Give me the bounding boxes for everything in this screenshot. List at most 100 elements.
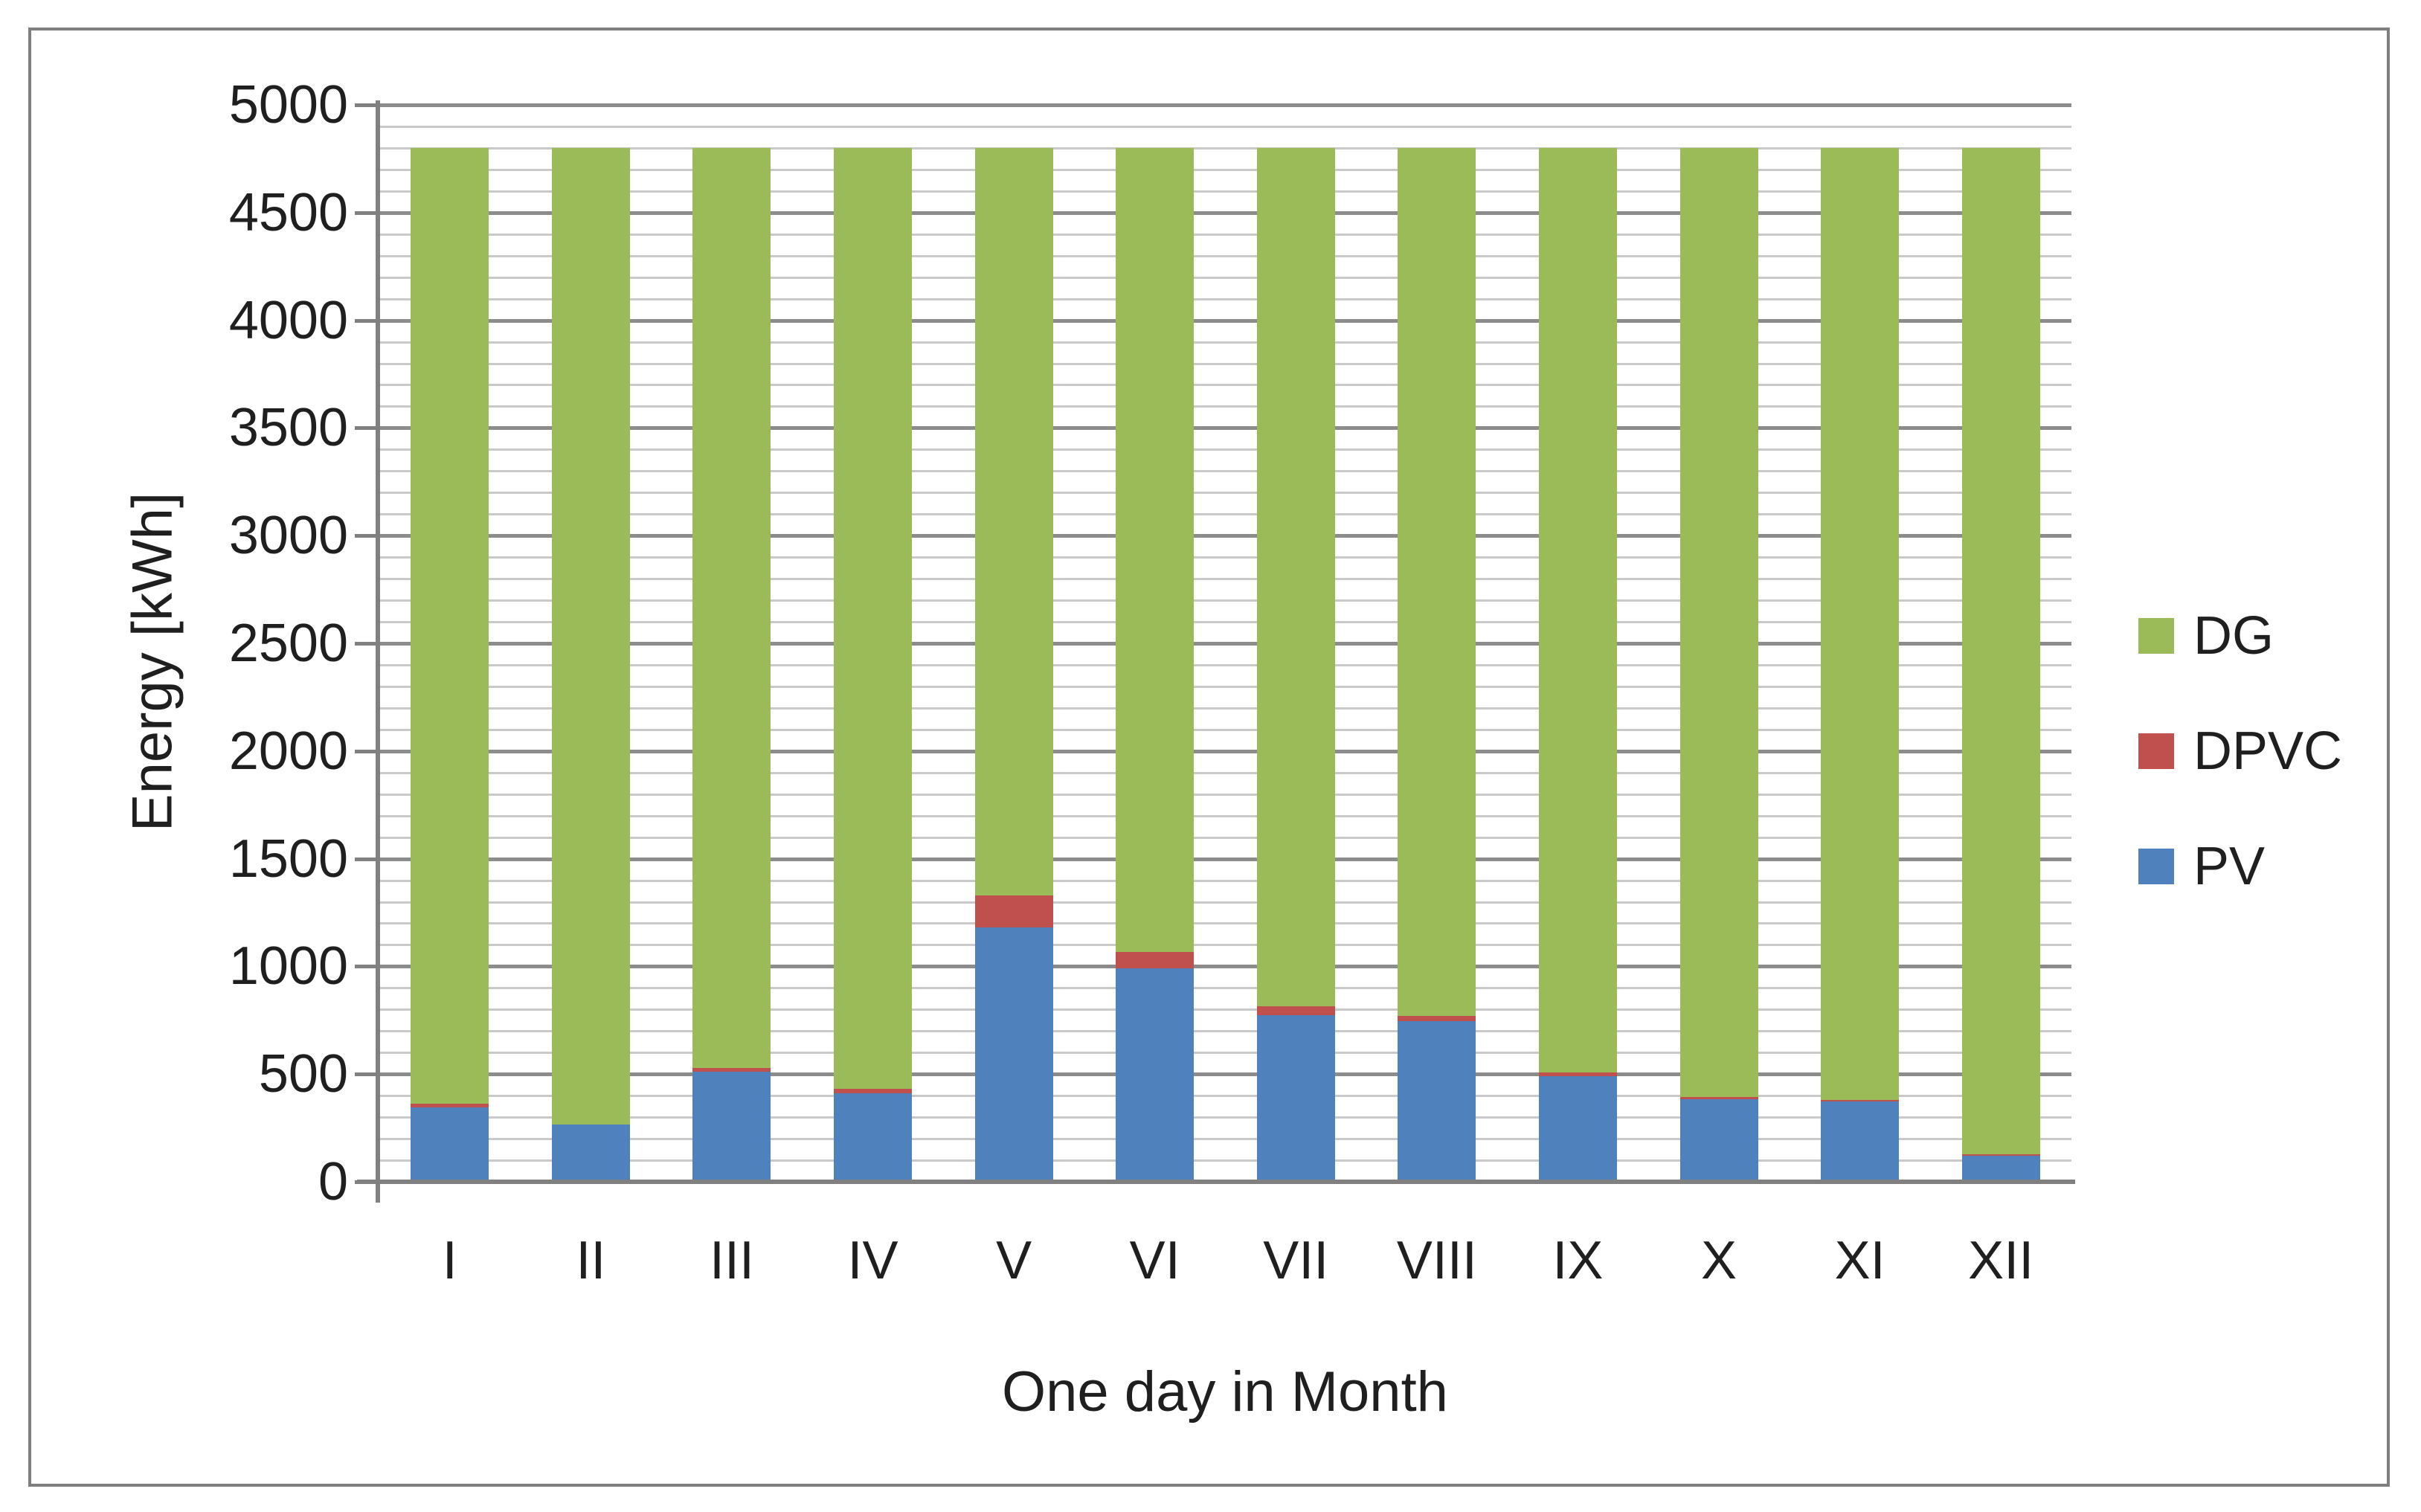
y-axis-tick bbox=[355, 318, 377, 323]
x-category-label-V: V bbox=[996, 1231, 1032, 1290]
x-category-label-II: II bbox=[576, 1231, 606, 1290]
x-category-label-XI: XI bbox=[1834, 1231, 1885, 1290]
gridline-minor bbox=[379, 621, 2071, 624]
y-tick-label: 0 bbox=[318, 1152, 348, 1212]
gridline-minor bbox=[379, 492, 2071, 495]
gridline-minor bbox=[379, 125, 2071, 128]
bar-segment-dpvc bbox=[974, 895, 1053, 927]
bar-stack-month-III bbox=[692, 148, 771, 1182]
x-category-label-IV: IV bbox=[847, 1231, 898, 1290]
gridline-major bbox=[379, 103, 2071, 107]
gridline-minor bbox=[379, 599, 2071, 602]
y-axis-tick bbox=[355, 534, 377, 538]
y-tick-label: 4500 bbox=[228, 182, 348, 242]
gridline-major bbox=[379, 426, 2071, 431]
x-axis-line bbox=[357, 1180, 2075, 1184]
bar-segment-dpvc bbox=[411, 1104, 489, 1107]
bar-segment-dg bbox=[411, 148, 489, 1104]
y-tick-label: 3000 bbox=[228, 506, 348, 566]
gridline-minor bbox=[379, 276, 2071, 279]
gridline-minor bbox=[379, 405, 2071, 408]
bar-stack-month-V bbox=[974, 148, 1053, 1182]
gridline-minor bbox=[379, 362, 2071, 365]
bar-segment-dg bbox=[974, 148, 1053, 895]
bar-segment-dpvc bbox=[1398, 1016, 1476, 1021]
bar-stack-month-X bbox=[1679, 148, 1758, 1182]
bar-segment-pv bbox=[1821, 1101, 1900, 1182]
bar-segment-dpvc bbox=[1116, 952, 1195, 968]
y-axis-tick bbox=[355, 965, 377, 969]
legend-item-pv: PV bbox=[2138, 822, 2265, 911]
legend-swatch-pv bbox=[2138, 849, 2174, 884]
bar-segment-dpvc bbox=[1679, 1097, 1758, 1099]
y-tick-label: 4000 bbox=[228, 290, 348, 350]
y-axis-tick bbox=[355, 103, 377, 107]
gridline-minor bbox=[379, 901, 2071, 904]
bar-stack-month-IX bbox=[1538, 148, 1617, 1182]
bar-segment-pv bbox=[1256, 1015, 1335, 1182]
gridline-minor bbox=[379, 663, 2071, 666]
bar-segment-pv bbox=[1538, 1076, 1617, 1182]
y-tick-label: 2500 bbox=[228, 614, 348, 673]
gridline-minor bbox=[379, 147, 2071, 149]
gridline-minor bbox=[379, 1052, 2071, 1055]
gridline-minor bbox=[379, 944, 2071, 947]
gridline-minor bbox=[379, 728, 2071, 731]
bar-stack-month-XII bbox=[1961, 148, 2040, 1182]
legend-label-dpvc: DPVC bbox=[2193, 721, 2343, 781]
gridline-minor bbox=[379, 254, 2071, 257]
legend-swatch-dpvc bbox=[2138, 733, 2174, 769]
bar-segment-dpvc bbox=[1961, 1154, 2040, 1156]
gridline-minor bbox=[379, 1138, 2071, 1141]
gridline-minor bbox=[379, 814, 2071, 817]
bar-stack-month-XI bbox=[1821, 148, 1900, 1182]
x-category-label-VIII: VIII bbox=[1396, 1231, 1477, 1290]
y-axis-line bbox=[376, 100, 380, 1203]
bar-stack-month-I bbox=[411, 148, 489, 1182]
gridline-minor bbox=[379, 771, 2071, 774]
gridline-minor bbox=[379, 448, 2071, 451]
gridline-minor bbox=[379, 470, 2071, 473]
gridline-minor bbox=[379, 1116, 2071, 1119]
gridline-major bbox=[379, 1072, 2071, 1077]
bar-segment-dg bbox=[1538, 148, 1617, 1072]
gridline-major bbox=[379, 857, 2071, 861]
bar-segment-dpvc bbox=[1821, 1100, 1900, 1101]
bar-stack-month-VII bbox=[1256, 148, 1335, 1182]
y-axis-tick bbox=[355, 642, 377, 646]
bar-stack-month-VIII bbox=[1398, 148, 1476, 1182]
gridline-minor bbox=[379, 513, 2071, 516]
gridline-minor bbox=[379, 879, 2071, 882]
y-axis-tick bbox=[355, 857, 377, 861]
gridline-minor bbox=[379, 922, 2071, 925]
y-tick-label: 1000 bbox=[228, 936, 348, 997]
gridline-minor bbox=[379, 578, 2071, 581]
gridline-minor bbox=[379, 297, 2071, 300]
figure-border bbox=[28, 28, 2390, 1487]
bar-segment-dg bbox=[1961, 148, 2040, 1154]
legend-label-dg: DG bbox=[2193, 606, 2274, 666]
y-axis-tick bbox=[355, 1072, 377, 1077]
y-tick-label: 2000 bbox=[228, 721, 348, 781]
gridline-minor bbox=[379, 384, 2071, 387]
x-category-label-III: III bbox=[709, 1231, 754, 1290]
gridline-minor bbox=[379, 1095, 2071, 1098]
bar-segment-dg bbox=[1256, 148, 1335, 1006]
bar-segment-pv bbox=[551, 1125, 630, 1182]
bar-segment-dpvc bbox=[1538, 1072, 1617, 1076]
x-category-label-X: X bbox=[1701, 1231, 1737, 1290]
x-axis-title: One day in Month bbox=[1002, 1360, 1448, 1423]
bar-segment-dpvc bbox=[1256, 1006, 1335, 1015]
gridline-major bbox=[379, 210, 2071, 215]
gridline-minor bbox=[379, 556, 2071, 559]
bar-segment-dg bbox=[1821, 148, 1900, 1100]
gridline-major bbox=[379, 749, 2071, 753]
gridline-minor bbox=[379, 836, 2071, 839]
y-tick-label: 500 bbox=[258, 1044, 348, 1104]
bar-segment-pv bbox=[1679, 1099, 1758, 1182]
bar-stack-month-VI bbox=[1116, 148, 1195, 1182]
y-axis-tick bbox=[355, 426, 377, 431]
bar-segment-pv bbox=[1116, 968, 1195, 1182]
bar-segment-dpvc bbox=[834, 1089, 913, 1093]
legend-swatch-dg bbox=[2138, 618, 2174, 654]
